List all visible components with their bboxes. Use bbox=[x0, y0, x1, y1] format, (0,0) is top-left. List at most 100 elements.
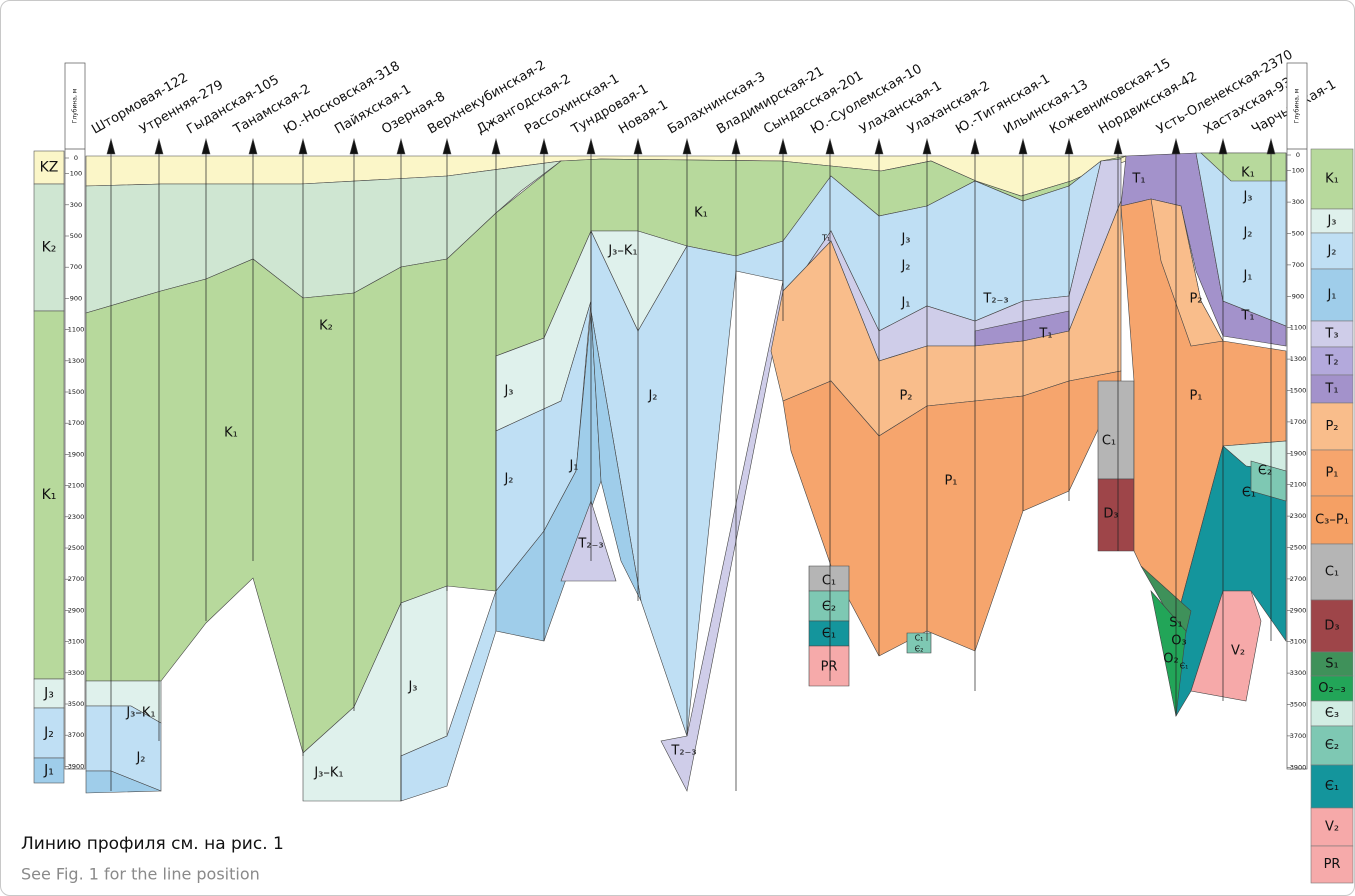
legend-label: C₃–P₁ bbox=[1315, 513, 1349, 528]
scale-tick-label: 2500 bbox=[1290, 544, 1307, 552]
well-arrow bbox=[1114, 139, 1122, 154]
scale-tick-label: 2500 bbox=[68, 544, 85, 552]
unit-label: C₁ bbox=[915, 634, 924, 643]
unit-label: Є₁ bbox=[822, 627, 836, 642]
section-fills bbox=[86, 153, 1286, 801]
scale-tick-label: 2100 bbox=[68, 482, 85, 490]
well-arrow bbox=[107, 139, 115, 154]
unit-label: J₃–K₁ bbox=[607, 244, 637, 259]
unit-label: P₁ bbox=[944, 474, 957, 489]
well-arrow bbox=[249, 139, 257, 154]
scale-tick-label: 2900 bbox=[1290, 606, 1307, 614]
well-arrow bbox=[202, 139, 210, 154]
unit-label: O₃ bbox=[1171, 634, 1186, 649]
unit-label: O₂ bbox=[1163, 652, 1178, 667]
unit-label: T₁ bbox=[1131, 172, 1145, 187]
column-label: K₁ bbox=[42, 487, 57, 503]
legend-label: Є₁ bbox=[1325, 779, 1339, 794]
unit-label: J₁ bbox=[568, 459, 578, 474]
well-arrow bbox=[492, 139, 500, 154]
unit-label: J₂ bbox=[647, 389, 657, 404]
well-arrow bbox=[1219, 139, 1227, 154]
scale-tick-label: 1900 bbox=[68, 450, 85, 458]
scale-tick-label: 1300 bbox=[1290, 355, 1307, 363]
scale-tick-label: 2100 bbox=[1290, 481, 1307, 489]
scale-tick-label: 300 bbox=[70, 201, 82, 209]
column-label: K₂ bbox=[42, 240, 57, 256]
column-label: KZ bbox=[40, 160, 59, 176]
unit-label: T₁ bbox=[1240, 309, 1254, 324]
scale-tick-label: 3700 bbox=[1290, 732, 1307, 740]
well-arrow bbox=[1267, 139, 1275, 154]
legend-label: P₂ bbox=[1325, 419, 1338, 434]
legend-label: Є₃ bbox=[1325, 706, 1339, 721]
scale-tick-label: 1500 bbox=[68, 388, 85, 396]
well-arrow bbox=[923, 139, 931, 154]
unit-label: T₁ bbox=[1038, 327, 1052, 342]
unit-label: J₃ bbox=[407, 680, 417, 695]
scale-tick-label: 1100 bbox=[1290, 324, 1307, 332]
unit-label: P₁ bbox=[1189, 389, 1202, 404]
scale-tick-label: 2900 bbox=[68, 606, 85, 614]
caption-ru: Линию профиля см. на рис. 1 bbox=[21, 834, 284, 854]
unit-label: J₁ bbox=[1242, 269, 1252, 284]
scale-tick-label: 1700 bbox=[68, 419, 85, 427]
legend-label: S₁ bbox=[1325, 657, 1338, 672]
well-arrow bbox=[350, 139, 358, 154]
unit-label: Є₂ bbox=[915, 645, 924, 654]
scale-tick-label: 1900 bbox=[1290, 449, 1307, 457]
scale-header: Глубина, м bbox=[72, 89, 79, 124]
unit-label: J₃–K₁ bbox=[125, 706, 155, 721]
unit-label: T₂₋₃ bbox=[577, 537, 603, 552]
scale-tick-label: 1500 bbox=[1290, 387, 1307, 395]
well-arrow bbox=[683, 139, 691, 154]
legend-label: K₁ bbox=[1325, 172, 1339, 187]
caption-en: See Fig. 1 for the line position bbox=[21, 865, 260, 884]
well-arrow bbox=[779, 139, 787, 154]
legend-label: D₃ bbox=[1324, 619, 1339, 634]
legend-label: PR bbox=[1324, 857, 1341, 872]
scale-tick-label: 300 bbox=[1292, 198, 1304, 206]
legend-label: J₁ bbox=[1326, 288, 1336, 303]
scale-tick-label: 3100 bbox=[68, 638, 85, 646]
scale-tick-label: 900 bbox=[70, 294, 82, 302]
scale-tick-label: 1700 bbox=[1290, 418, 1307, 426]
well-arrow bbox=[397, 139, 405, 154]
scale-tick-label: 900 bbox=[1292, 292, 1304, 300]
well-arrow bbox=[732, 139, 740, 154]
column-label: J₁ bbox=[43, 763, 54, 779]
legend-label: C₁ bbox=[1325, 565, 1339, 580]
scale-header: Глубина, м bbox=[1294, 89, 1301, 124]
unit-label: T₂₋₃ bbox=[670, 744, 696, 759]
unit-label: S₁ bbox=[1169, 616, 1182, 631]
legend-label: V₂ bbox=[1325, 820, 1339, 835]
unit-label: J₃ bbox=[503, 384, 513, 399]
scale-tick-label: 0 bbox=[1296, 151, 1300, 159]
scale-tick-label: 3900 bbox=[68, 762, 85, 770]
unit-label: PR bbox=[821, 660, 838, 675]
scale-tick-label: 3300 bbox=[1290, 669, 1307, 677]
scale-tick-label: 500 bbox=[1292, 230, 1304, 238]
legend-label: O₂₋₃ bbox=[1318, 681, 1346, 696]
well-arrow bbox=[1172, 139, 1180, 154]
well-name: Улаханская-2 bbox=[905, 78, 992, 137]
scale-tick-label: 3300 bbox=[68, 669, 85, 677]
scale-tick-label: 2300 bbox=[1290, 512, 1307, 520]
well-arrow bbox=[540, 139, 548, 154]
scale-tick-label: 500 bbox=[70, 232, 82, 240]
scale-tick-label: 700 bbox=[1292, 261, 1304, 269]
well-arrow bbox=[634, 139, 642, 154]
legend-label: T₂ bbox=[1324, 354, 1338, 369]
unit-label: T₁ bbox=[821, 234, 830, 243]
well-arrow bbox=[1065, 139, 1073, 154]
unit-label: Є₂ bbox=[1258, 464, 1272, 479]
unit-label: K₂ bbox=[319, 319, 333, 334]
scale-tick-label: 3900 bbox=[1290, 763, 1307, 771]
well-arrow bbox=[875, 139, 883, 154]
legend-label: Є₂ bbox=[1325, 738, 1339, 753]
scale-tick-label: 0 bbox=[74, 154, 78, 162]
unit-label: V₂ bbox=[1231, 644, 1245, 659]
unit-label: J₂ bbox=[1242, 226, 1252, 241]
unit-label: Є₂ bbox=[822, 600, 836, 615]
scale-tick-label: 3700 bbox=[68, 731, 85, 739]
